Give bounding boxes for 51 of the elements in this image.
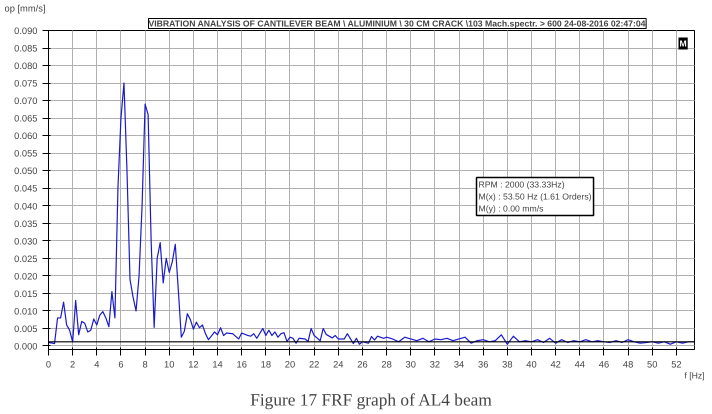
- y-tick-label: 0.050: [14, 166, 38, 176]
- x-tick-label: 44: [574, 360, 585, 370]
- x-tick-label: 2: [70, 360, 76, 370]
- y-tick-label: 0.010: [14, 306, 38, 316]
- x-tick-label: 48: [622, 360, 634, 370]
- x-tick-label: 4: [94, 360, 100, 370]
- y-tick-label: 0.090: [14, 26, 38, 36]
- x-tick-label: 28: [381, 360, 392, 370]
- y-tick-label: 0.065: [14, 114, 38, 124]
- x-tick-label: 6: [118, 360, 124, 370]
- annotation: M: [680, 38, 687, 48]
- y-tick-label: 0.000: [14, 341, 38, 352]
- x-tick-label: 8: [142, 360, 148, 370]
- x-tick-label: 36: [478, 360, 488, 370]
- x-tick-label: 42: [550, 360, 561, 370]
- y-tick-label: 0.030: [14, 236, 38, 246]
- x-tick-label: 0: [46, 360, 52, 370]
- x-tick-label: 50: [647, 360, 658, 370]
- x-axis-title: f [Hz]: [684, 370, 705, 380]
- x-tick-label: 18: [260, 360, 272, 370]
- y-tick-label: 0.085: [14, 44, 38, 54]
- caption: Figure 17 FRF graph of AL4 beam: [250, 390, 492, 410]
- y-tick-label: 0.015: [14, 288, 38, 299]
- y-tick-label: 0.075: [14, 78, 38, 89]
- y-tick-label: 0.070: [14, 96, 38, 106]
- x-tick-label: 40: [526, 360, 537, 370]
- x-tick-label: 10: [164, 360, 174, 370]
- x-tick-label: 16: [236, 360, 247, 370]
- y-tick-label: 0.045: [14, 184, 38, 194]
- x-tick-label: 26: [357, 360, 368, 370]
- y-tick-label: 0.025: [14, 254, 38, 264]
- y-tick-label: 0.020: [14, 271, 38, 282]
- x-tick-label: 24: [333, 360, 344, 370]
- y-axis-title: op [mm/s]: [4, 4, 46, 14]
- y-tick-label: 0.060: [14, 131, 38, 142]
- x-tick-label: 20: [284, 360, 296, 370]
- y-tick-label: 0.040: [14, 201, 38, 212]
- y-tick-label: 0.055: [14, 148, 38, 159]
- y-tick-label: 0.080: [14, 61, 38, 72]
- annotation: RPM : 2000 (33.33Hz) M(x) : 53.50 Hz (1.61 Orders) M(y) : 0.00 mm/s: [478, 180, 592, 214]
- y-tick-label: 0.005: [14, 324, 38, 334]
- x-tick-label: 34: [454, 360, 464, 370]
- x-tick-label: 32: [430, 360, 440, 370]
- x-tick-label: 38: [502, 360, 513, 370]
- x-tick-label: 12: [188, 360, 199, 370]
- y-tick-label: 0.035: [14, 218, 38, 229]
- x-tick-label: 46: [598, 360, 610, 370]
- x-tick-label: 14: [212, 360, 223, 370]
- x-tick-label: 22: [308, 360, 320, 370]
- x-tick-label: 52: [671, 360, 682, 370]
- x-tick-label: 30: [406, 360, 416, 370]
